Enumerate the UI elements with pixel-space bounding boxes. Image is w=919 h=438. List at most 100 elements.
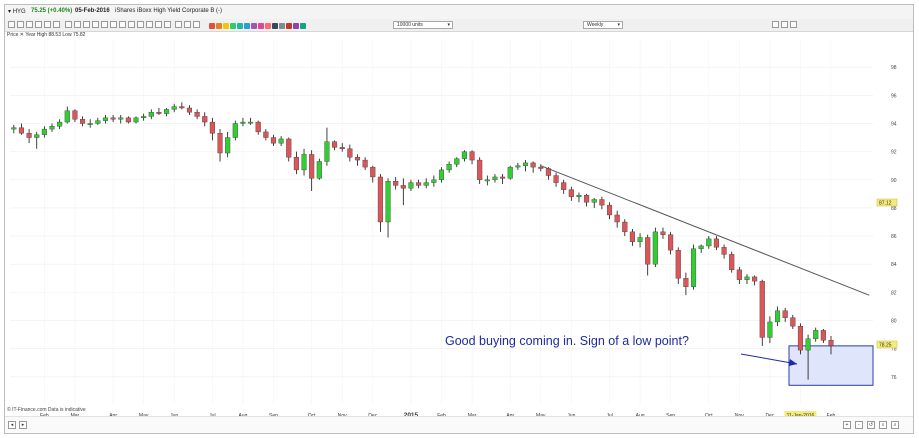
reset-view-button[interactable]: ↺	[867, 421, 875, 429]
lock-tool-icon[interactable]	[193, 21, 200, 28]
crosshair-tool-icon[interactable]	[74, 21, 81, 28]
color-red-icon[interactable]	[209, 23, 215, 29]
candle-body-49	[385, 181, 391, 223]
color-teal-icon[interactable]	[237, 23, 243, 29]
candle-body-100	[774, 310, 781, 323]
color-coral-icon[interactable]	[265, 23, 271, 29]
candle-76	[591, 198, 597, 208]
candle-body-99	[767, 321, 773, 338]
close-icon[interactable]: ✕	[19, 32, 24, 38]
candle-34	[270, 134, 277, 146]
interval-select[interactable]: Weekly	[583, 21, 623, 29]
candle-105	[813, 327, 819, 342]
scroll-right-icon[interactable]: ▸	[19, 421, 27, 429]
color-blue-icon[interactable]	[244, 23, 250, 29]
candle-body-13	[110, 117, 116, 120]
pencil-tool-icon[interactable]	[17, 21, 24, 28]
grid-tool-icon[interactable]	[164, 21, 171, 28]
fibonacci-tool-icon[interactable]	[35, 21, 42, 28]
text-tool-icon[interactable]	[65, 21, 72, 28]
trendline-tool-icon[interactable]	[26, 21, 33, 28]
candle-body-29	[232, 123, 238, 138]
candle-99	[767, 316, 773, 344]
candle-body-17	[141, 116, 147, 119]
candle-51	[400, 178, 406, 206]
units-select[interactable]: 10000 units	[393, 21, 453, 29]
shape-tool-icon[interactable]	[101, 21, 108, 28]
color-pink-icon[interactable]	[258, 23, 264, 29]
color-darkred-icon[interactable]	[286, 23, 292, 29]
line-tool-icon[interactable]	[53, 21, 60, 28]
candle-81	[629, 229, 635, 246]
channel-tool-icon[interactable]	[44, 21, 51, 28]
candle-style-icon[interactable]	[772, 21, 779, 28]
candle-body-76	[591, 199, 597, 203]
price-marker-87-text: 87.12	[879, 201, 892, 207]
link-tool-icon[interactable]	[128, 21, 135, 28]
y-tick-label-76: 76	[891, 375, 897, 381]
candle-55	[431, 175, 437, 187]
chart-window: ▾ HYG 75.25 (+0.40%) 05-Feb-2016 iShares…	[4, 4, 914, 434]
candle-18	[148, 109, 154, 120]
arrow-tool-icon[interactable]	[92, 21, 99, 28]
color-purple-icon[interactable]	[251, 23, 257, 29]
ruler-tool-icon[interactable]	[110, 21, 117, 28]
magnify-icon[interactable]: ⌕	[879, 421, 887, 429]
candle-body-40	[316, 161, 322, 179]
candle-body-1	[18, 127, 24, 134]
candle-0	[11, 124, 17, 134]
candle-91	[706, 236, 712, 249]
color-yellow-icon[interactable]	[223, 23, 229, 29]
chart-options-icon[interactable]	[790, 21, 797, 28]
candle-36	[286, 137, 292, 162]
undo-tool-icon[interactable]	[175, 21, 182, 28]
candle-98	[759, 279, 765, 346]
candle-body-16	[133, 117, 139, 123]
candle-body-62	[484, 179, 490, 182]
candle-7	[64, 106, 70, 124]
candle-body-21	[171, 106, 177, 110]
candle-69	[538, 164, 544, 172]
candle-body-98	[759, 280, 765, 338]
candle-9	[80, 116, 86, 127]
candle-40	[316, 158, 322, 180]
color-gray-icon[interactable]	[279, 23, 285, 29]
color-sea-icon[interactable]	[300, 23, 306, 29]
candle-53	[416, 179, 422, 189]
candle-body-90	[698, 245, 704, 249]
candle-93	[721, 244, 727, 259]
symbol-dropdown[interactable]: ▾ HYG	[8, 8, 26, 15]
candle-32	[255, 120, 261, 135]
redo-tool-icon[interactable]	[184, 21, 191, 28]
candle-body-3	[34, 134, 40, 138]
scroll-left-icon[interactable]: ◂	[8, 421, 16, 429]
candle-14	[118, 115, 124, 124]
line-style-icon[interactable]	[781, 21, 788, 28]
layers-tool-icon[interactable]	[155, 21, 162, 28]
settings-tool-icon[interactable]	[146, 21, 153, 28]
zoom-out-icon[interactable]: ⌕	[891, 421, 899, 429]
delete-tool-icon[interactable]	[137, 21, 144, 28]
zoom-tool-icon[interactable]	[83, 21, 90, 28]
color-navy-icon[interactable]	[272, 23, 278, 29]
x-tick-highlight	[784, 411, 817, 419]
candle-body-57	[446, 164, 452, 171]
candle-body-96	[744, 276, 750, 280]
candle-body-87	[675, 249, 681, 279]
zoom-in-button[interactable]: +	[843, 421, 851, 429]
candle-72	[561, 179, 567, 194]
color-orange-icon[interactable]	[216, 23, 222, 29]
zoom-out-button[interactable]: -	[855, 421, 863, 429]
price-marker-87: 87.12	[876, 198, 898, 207]
candle-104	[805, 334, 811, 380]
candle-50	[393, 176, 399, 190]
candle-body-39	[309, 154, 315, 179]
color-violet-icon[interactable]	[293, 23, 299, 29]
candle-body-51	[400, 185, 406, 189]
cursor-tool-icon[interactable]	[8, 21, 15, 28]
y-tick-label-94: 94	[891, 121, 897, 127]
candle-body-43	[339, 147, 345, 149]
color-green-icon[interactable]	[230, 23, 236, 29]
price-label: Price	[7, 32, 19, 38]
pin-tool-icon[interactable]	[119, 21, 126, 28]
